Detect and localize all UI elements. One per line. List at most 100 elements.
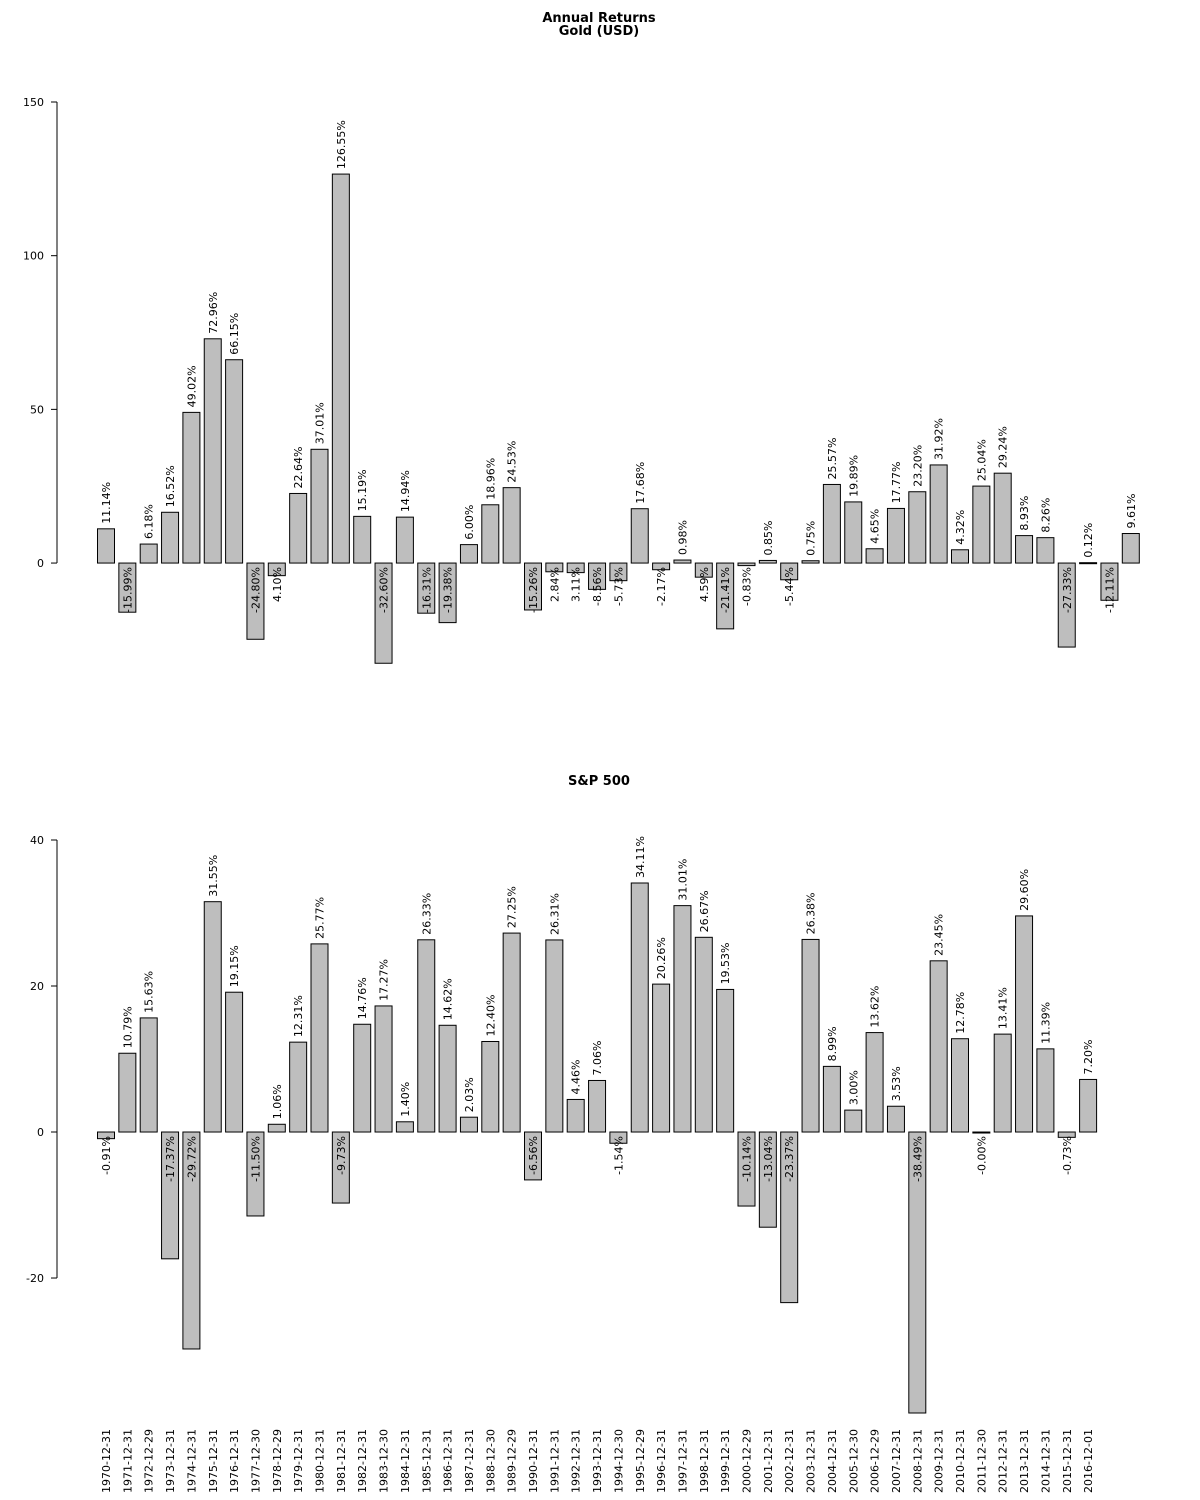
bar-value-label: 26.31%	[548, 893, 561, 935]
bar-value-label: -5.44%	[783, 567, 796, 606]
bar	[908, 491, 927, 564]
bar-value-label: -0.73%	[1061, 1136, 1074, 1175]
bar	[1079, 562, 1098, 565]
y-tick-label: 0	[37, 1126, 44, 1139]
x-tick-label: 1999-12-31	[719, 1429, 732, 1493]
x-tick-label: 1981-12-31	[335, 1429, 348, 1493]
bar	[886, 507, 905, 564]
bar-value-label: 11.39%	[1039, 1002, 1052, 1044]
bar-value-label: -12.11%	[1103, 567, 1116, 613]
bar	[118, 562, 137, 613]
bar-value-label: 20.26%	[655, 937, 668, 979]
bar-value-label: 0.12%	[1082, 523, 1095, 558]
x-tick-label: 1992-12-31	[570, 1429, 583, 1493]
bar-value-label: 25.77%	[314, 897, 327, 939]
x-tick-label: 1988-12-30	[484, 1429, 497, 1493]
bar-value-label: -38.49%	[911, 1136, 924, 1182]
bar-value-label: 13.62%	[869, 986, 882, 1028]
x-tick-label: 1970-12-31	[100, 1429, 113, 1493]
bar-value-label: 22.64%	[292, 447, 305, 489]
bar	[630, 882, 649, 1133]
bar	[822, 483, 841, 564]
bar	[780, 1131, 799, 1304]
bar	[737, 562, 756, 567]
y-tick-label: 0	[37, 557, 44, 570]
bar	[417, 562, 436, 614]
bar	[1015, 915, 1034, 1133]
bar	[951, 1038, 969, 1133]
bar-value-label: 14.76%	[356, 977, 369, 1019]
bar-value-label: -19.38%	[442, 567, 455, 613]
bar	[459, 544, 478, 564]
bar-value-label: -2.17%	[655, 567, 668, 606]
bar	[652, 562, 671, 571]
x-tick-label: 1979-12-31	[292, 1429, 305, 1493]
x-tick-label: 2013-12-31	[1018, 1429, 1031, 1493]
bar-value-label: 25.04%	[975, 439, 988, 481]
y-tick-label: 150	[23, 96, 44, 109]
bar-value-label: 24.53%	[506, 441, 519, 483]
bar	[865, 1032, 884, 1133]
bar	[331, 1131, 350, 1204]
bar	[161, 511, 180, 564]
bar	[139, 543, 158, 564]
x-tick-label: 1980-12-31	[314, 1429, 327, 1493]
x-tick-label: 1997-12-31	[676, 1429, 689, 1493]
bar	[1015, 535, 1034, 564]
bar-value-label: 1.40%	[399, 1082, 412, 1117]
bar	[588, 562, 607, 590]
bar-value-label: -10.14%	[741, 1136, 754, 1182]
bar-value-label: 14.62%	[442, 978, 455, 1020]
bar	[609, 1131, 628, 1144]
x-tick-label: 1982-12-31	[356, 1429, 369, 1493]
bar	[395, 1121, 414, 1133]
sp500-bar-chart: -20 0 20 40 -0.91% 10.79% 15.63% -17.37% -29.72%…	[26, 834, 1098, 1493]
bar-value-label: 2.03%	[463, 1077, 476, 1112]
bar	[182, 411, 201, 564]
bar	[673, 559, 692, 564]
bar	[481, 504, 500, 564]
bar	[481, 1040, 500, 1133]
bar	[566, 562, 585, 574]
bar	[609, 562, 628, 582]
x-tick-label: 1984-12-31	[399, 1429, 412, 1493]
bar-value-label: 2.84%	[548, 567, 561, 602]
bar-value-label: -15.99%	[121, 567, 134, 613]
bar-value-label: 6.00%	[463, 505, 476, 540]
bar-value-label: 3.53%	[890, 1066, 903, 1101]
bar-value-label: -0.83%	[741, 567, 754, 606]
x-tick-label: 2012-12-31	[997, 1429, 1010, 1493]
bar-value-label: -13.04%	[762, 1136, 775, 1182]
x-tick-label: 1987-12-31	[463, 1429, 476, 1493]
bar	[374, 1005, 393, 1133]
bar	[972, 1131, 991, 1134]
bar	[908, 1131, 927, 1414]
bar-value-label: 11.14%	[100, 482, 113, 524]
bar	[182, 1131, 201, 1350]
x-tick-label: 2000-12-29	[741, 1429, 754, 1493]
bar-value-label: 126.55%	[335, 120, 348, 169]
bar	[780, 562, 799, 581]
x-tick-label: 2009-12-31	[933, 1429, 946, 1493]
x-tick-label: 2004-12-31	[826, 1429, 839, 1493]
bar-value-label: -24.80%	[249, 567, 262, 613]
bar	[844, 501, 863, 564]
bar	[289, 492, 308, 564]
bar-value-label: 23.45%	[933, 914, 946, 956]
bar	[588, 1079, 607, 1133]
bar-value-label: -1.54%	[612, 1136, 625, 1175]
y-tick-label: 40	[30, 834, 44, 847]
bar-value-label: 25.57%	[826, 438, 839, 480]
bar	[993, 472, 1012, 564]
bar	[246, 1131, 265, 1217]
x-tick-label: 2005-12-30	[847, 1429, 860, 1493]
x-tick-label: 2008-12-31	[911, 1429, 924, 1493]
bar-value-label: 4.32%	[954, 510, 967, 545]
bar	[438, 1024, 457, 1133]
bar-value-label: -29.72%	[185, 1136, 198, 1182]
bar-value-label: 12.78%	[954, 992, 967, 1034]
bar-value-label: 66.15%	[228, 313, 241, 355]
bar	[545, 562, 564, 573]
bar	[459, 1116, 478, 1133]
bar	[524, 562, 542, 611]
